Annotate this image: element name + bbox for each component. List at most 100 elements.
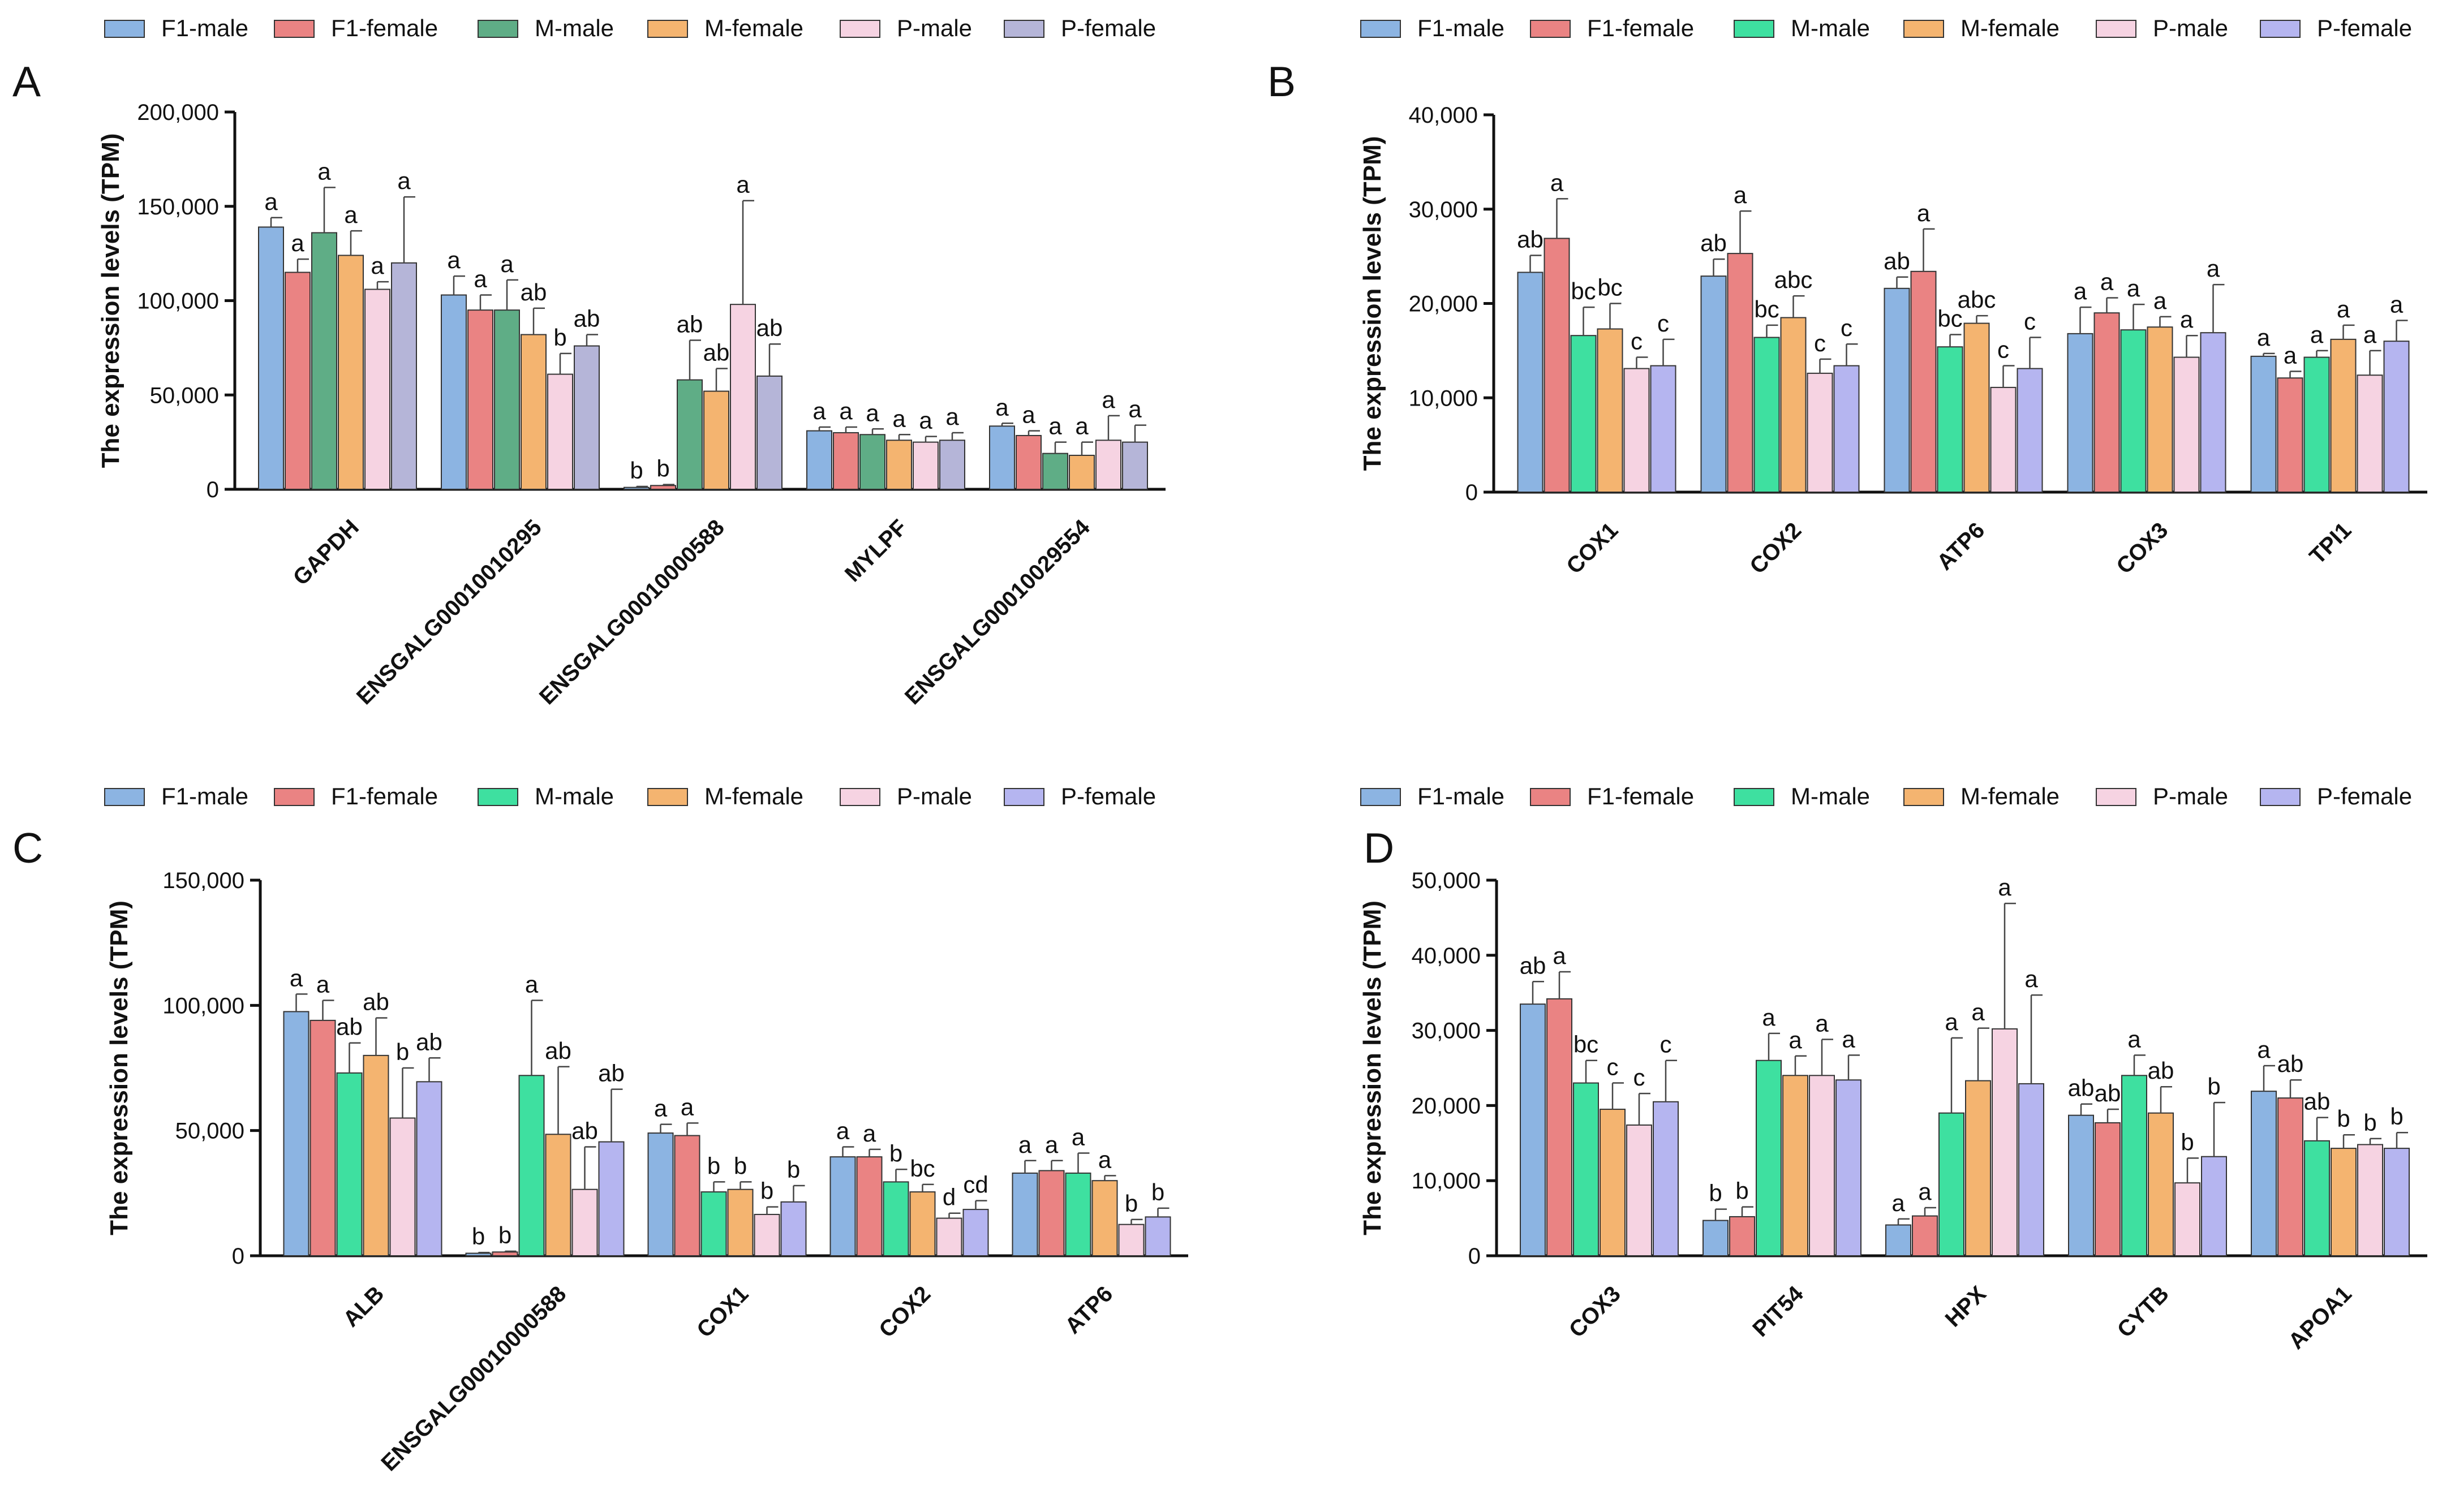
bar-m-female [1600, 1109, 1626, 1257]
bar-f1-male [441, 294, 467, 490]
bar-f1-female [2093, 312, 2120, 493]
bar-p-male [1626, 1124, 1652, 1256]
significance-label: ab [2304, 1088, 2331, 1115]
significance-label: a [2390, 291, 2404, 318]
bar-p-male [1095, 440, 1121, 490]
bar-f1-male [1884, 287, 1910, 493]
significance-label: a [1945, 1009, 1958, 1035]
y-axis-title: The expression levels (TPM) [1358, 901, 1386, 1235]
bar-m-female [703, 390, 729, 490]
bar-m-male [1573, 1082, 1599, 1257]
legend-item-p-male: P-male [2096, 783, 2228, 809]
bar-p-female [416, 1081, 442, 1256]
significance-label: a [736, 171, 750, 198]
significance-label: ab [416, 1028, 442, 1055]
bar-m-male [336, 1072, 363, 1257]
legend-label: M-male [1791, 15, 1870, 41]
significance-label: bc [1754, 296, 1779, 322]
significance-label: a [836, 1117, 850, 1144]
significance-label: ab [336, 1014, 363, 1040]
legend-label: P-female [1061, 15, 1156, 41]
x-tick-label: ATP6 [1932, 518, 1989, 575]
bar-f1-male [647, 1132, 674, 1257]
significance-label: bc [1937, 305, 1962, 332]
legend-swatch [840, 788, 880, 806]
significance-label: ab [571, 1117, 598, 1144]
significance-label: a [1102, 386, 1115, 413]
x-tick-label: COX1 [692, 1281, 753, 1342]
x-tick-label: MYLPF [840, 515, 912, 587]
bar-p-female [1653, 1101, 1679, 1256]
significance-label: c [1841, 315, 1852, 341]
bar-p-male [754, 1213, 780, 1256]
bar-f1-female [467, 309, 493, 490]
bar-p-male [913, 441, 939, 490]
legend-item-m-male: M-male [1734, 783, 1870, 809]
panel-letter: B [1267, 58, 1296, 105]
bar-f1-male [1520, 1003, 1546, 1256]
significance-label: ab [598, 1060, 625, 1087]
y-axis-title: The expression levels (TPM) [1358, 136, 1386, 471]
significance-label: c [1631, 328, 1643, 355]
significance-label: a [995, 394, 1009, 420]
panel-b: B F1-male F1-female M-male M-female P-male P-f… [1267, 15, 2427, 579]
bar-m-male [518, 1075, 545, 1257]
y-tick-label: 20,000 [1412, 1093, 1481, 1118]
significance-label: a [1891, 1190, 1905, 1216]
bar-m-female [2148, 1112, 2174, 1257]
legend-item-m-male: M-male [1734, 15, 1870, 41]
significance-label: bc [1571, 278, 1596, 304]
y-tick-label: 40,000 [1412, 944, 1481, 968]
bar-p-female [939, 440, 965, 490]
bar-p-female [2383, 341, 2410, 493]
y-tick-label: 20,000 [1409, 292, 1478, 317]
bar-f1-female [1912, 1215, 1938, 1256]
bar-p-male [1809, 1075, 1835, 1257]
significance-label: a [892, 405, 906, 432]
y-tick-label: 0 [1465, 480, 1478, 505]
x-tick-label: TPI1 [2305, 518, 2357, 569]
significance-label: a [1917, 200, 1931, 226]
significance-label: a [919, 407, 932, 434]
bar-m-female [1965, 1080, 1991, 1257]
significance-label: a [1075, 413, 1089, 440]
significance-label: a [2257, 324, 2271, 351]
legend-item-f1-male: F1-male [104, 15, 248, 41]
significance-label: a [1734, 182, 1747, 208]
bar-p-female [2200, 332, 2226, 493]
legend-swatch [1360, 20, 1401, 38]
significance-label: a [2153, 287, 2167, 314]
legend: F1-male F1-female M-male M-female P-male P-fe… [1360, 783, 2412, 809]
significance-label: a [1022, 402, 1035, 428]
significance-label: c [1814, 330, 1826, 356]
legend-swatch [478, 788, 518, 806]
significance-label: ab [1520, 952, 1546, 979]
legend-swatch [274, 788, 315, 806]
x-tick-label: GAPDH [289, 515, 364, 590]
bar-f1-female [1910, 270, 1937, 493]
bar-m-male [1753, 337, 1780, 493]
legend-item-m-female: M-female [647, 783, 803, 809]
significance-label: b [889, 1140, 902, 1166]
y-tick-label: 200,000 [137, 100, 219, 125]
significance-label: b [1151, 1179, 1164, 1205]
significance-label: a [2100, 268, 2114, 295]
y-tick-label: 30,000 [1409, 197, 1478, 222]
legend-label: P-female [2317, 783, 2412, 809]
bar-p-female [391, 262, 417, 490]
bar-f1-male [283, 1011, 309, 1257]
significance-label: bc [910, 1155, 935, 1182]
significance-label: b [2207, 1073, 2220, 1100]
legend-label: P-male [897, 783, 972, 809]
legend-swatch [478, 20, 518, 38]
bar-p-female [574, 345, 600, 490]
significance-label: ab [1517, 226, 1544, 252]
significance-label: a [264, 188, 278, 215]
bar-p-male [1990, 386, 2017, 493]
bar-f1-female [1729, 1216, 1755, 1257]
significance-label: ab [2068, 1075, 2095, 1101]
